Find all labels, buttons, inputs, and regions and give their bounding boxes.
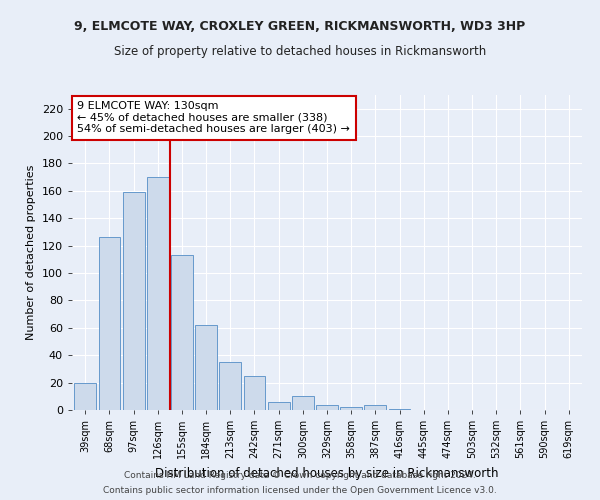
Bar	[316, 404, 338, 410]
Bar	[98, 238, 121, 410]
Bar	[292, 396, 314, 410]
Bar	[123, 192, 145, 410]
Text: Size of property relative to detached houses in Rickmansworth: Size of property relative to detached ho…	[114, 45, 486, 58]
Bar	[268, 402, 290, 410]
Bar	[364, 404, 386, 410]
X-axis label: Distribution of detached houses by size in Rickmansworth: Distribution of detached houses by size …	[155, 466, 499, 479]
Bar	[195, 325, 217, 410]
Text: 9 ELMCOTE WAY: 130sqm
← 45% of detached houses are smaller (338)
54% of semi-det: 9 ELMCOTE WAY: 130sqm ← 45% of detached …	[77, 102, 350, 134]
Text: Contains public sector information licensed under the Open Government Licence v3: Contains public sector information licen…	[103, 486, 497, 495]
Text: 9, ELMCOTE WAY, CROXLEY GREEN, RICKMANSWORTH, WD3 3HP: 9, ELMCOTE WAY, CROXLEY GREEN, RICKMANSW…	[74, 20, 526, 33]
Bar	[389, 408, 410, 410]
Text: Contains HM Land Registry data © Crown copyright and database right 2024.: Contains HM Land Registry data © Crown c…	[124, 471, 476, 480]
Bar	[244, 376, 265, 410]
Bar	[147, 177, 169, 410]
Bar	[171, 255, 193, 410]
Bar	[74, 382, 96, 410]
Bar	[220, 362, 241, 410]
Bar	[340, 408, 362, 410]
Y-axis label: Number of detached properties: Number of detached properties	[26, 165, 36, 340]
